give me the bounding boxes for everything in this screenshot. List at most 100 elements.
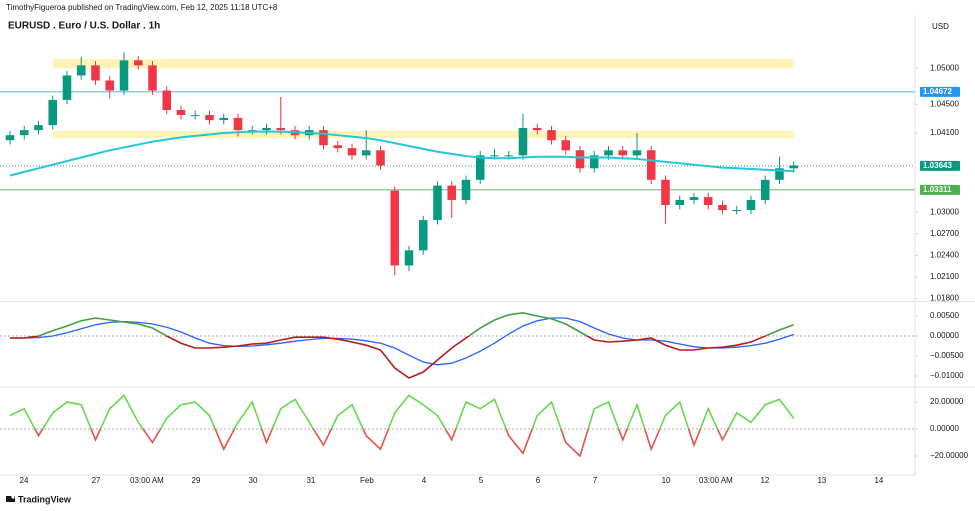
x-tick-label: 12 — [760, 476, 769, 485]
x-tick-label: Feb — [360, 476, 374, 485]
candle-body — [675, 199, 685, 205]
x-tick-label: 03:00 AM — [130, 476, 164, 485]
candle-body — [105, 80, 115, 91]
candle-body — [433, 185, 442, 221]
x-tick-label: 7 — [593, 476, 598, 485]
y-tick-label: 0.00500 — [930, 311, 959, 320]
candle-body — [732, 210, 742, 212]
price-label-bg — [920, 160, 960, 171]
candle-body — [575, 150, 585, 169]
candle-body — [361, 150, 371, 156]
candle-body — [205, 115, 214, 121]
candle-body — [475, 155, 485, 180]
zone — [52, 58, 794, 69]
candle-body — [5, 135, 15, 141]
candle-body — [760, 179, 770, 200]
indicator-line — [9, 317, 794, 366]
price-label-bg — [920, 184, 960, 195]
tv-logo — [6, 495, 15, 502]
candle-body — [632, 150, 642, 156]
candle-body — [390, 190, 400, 266]
publisher-note: TimothyFigueroa published on TradingView… — [6, 3, 278, 12]
candle-body — [19, 130, 29, 136]
y-tick-label: −0.00500 — [930, 351, 964, 360]
candle-body — [689, 197, 699, 200]
y-tick-label: 1.01800 — [930, 294, 959, 303]
x-tick-label: 13 — [817, 476, 826, 485]
candle-body — [418, 220, 428, 251]
candle-body — [661, 179, 670, 205]
chart-title: EURUSD . Euro / U.S. Dollar . 1h — [8, 21, 160, 32]
candle-body — [319, 130, 328, 146]
candle-body — [561, 140, 571, 151]
zone — [52, 130, 794, 139]
price-label: 1.04672 — [923, 87, 952, 96]
candle-body — [162, 90, 172, 110]
y-tick-label: 1.02100 — [930, 272, 959, 281]
price-label-bg — [920, 86, 960, 97]
candle-body — [34, 125, 43, 131]
candle-body — [62, 75, 72, 100]
candle-body — [91, 65, 100, 81]
x-tick-label: 6 — [536, 476, 541, 485]
candle-body — [547, 130, 556, 141]
candle-body — [646, 150, 656, 180]
candle-body — [447, 185, 457, 200]
candle-body — [604, 150, 613, 156]
candle-body — [76, 65, 86, 76]
candle-body — [518, 127, 528, 156]
y-tick-label: 1.03000 — [930, 207, 959, 216]
candle-body — [190, 115, 200, 117]
candle-body — [133, 60, 143, 66]
candle-body — [490, 155, 499, 157]
y-tick-label: 0.00000 — [930, 331, 959, 340]
candle-body — [276, 127, 286, 131]
price-label: 1.03643 — [923, 161, 952, 170]
x-tick-label: 27 — [92, 476, 101, 485]
currency: USD — [932, 22, 949, 31]
y-tick-label: −20.00000 — [930, 451, 969, 460]
x-tick-label: 4 — [422, 476, 427, 485]
candle-body — [789, 165, 799, 169]
candle-body — [376, 150, 385, 166]
candle-body — [404, 250, 414, 266]
candle-body — [333, 145, 343, 149]
y-tick-label: 1.05000 — [930, 63, 959, 72]
candle-body — [589, 155, 599, 169]
candle-body — [703, 197, 713, 205]
candle-body — [347, 148, 357, 156]
x-tick-label: 24 — [20, 476, 29, 485]
y-tick-label: 1.02400 — [930, 250, 959, 259]
x-tick-label: 5 — [479, 476, 484, 485]
brand: TradingView — [18, 494, 72, 504]
x-tick-label: 30 — [249, 476, 258, 485]
price-label: 1.03311 — [923, 185, 952, 194]
candle-body — [718, 205, 727, 211]
indicator-line — [9, 336, 768, 379]
y-tick-label: 1.04100 — [930, 128, 959, 137]
candle-body — [233, 117, 243, 131]
candle-body — [119, 60, 129, 91]
y-tick-label: −0.01000 — [930, 371, 964, 380]
x-tick-label: 14 — [874, 476, 883, 485]
candle-body — [775, 168, 784, 180]
candle-body — [219, 117, 229, 121]
candle-body — [48, 99, 58, 126]
x-tick-label: 10 — [662, 476, 671, 485]
y-tick-label: 1.04500 — [930, 99, 959, 108]
candle-body — [532, 127, 542, 131]
candle-body — [461, 179, 471, 200]
candle-body — [148, 65, 157, 91]
candle-body — [618, 150, 628, 156]
moving-average — [9, 130, 794, 177]
candle-body — [176, 110, 186, 116]
x-tick-label: 03:00 AM — [699, 476, 733, 485]
indicator-line — [32, 311, 795, 336]
x-tick-label: 29 — [192, 476, 201, 485]
y-tick-label: 1.02700 — [930, 229, 959, 238]
indicator-line — [9, 393, 795, 430]
candle-body — [262, 127, 271, 131]
x-tick-label: 31 — [306, 476, 315, 485]
